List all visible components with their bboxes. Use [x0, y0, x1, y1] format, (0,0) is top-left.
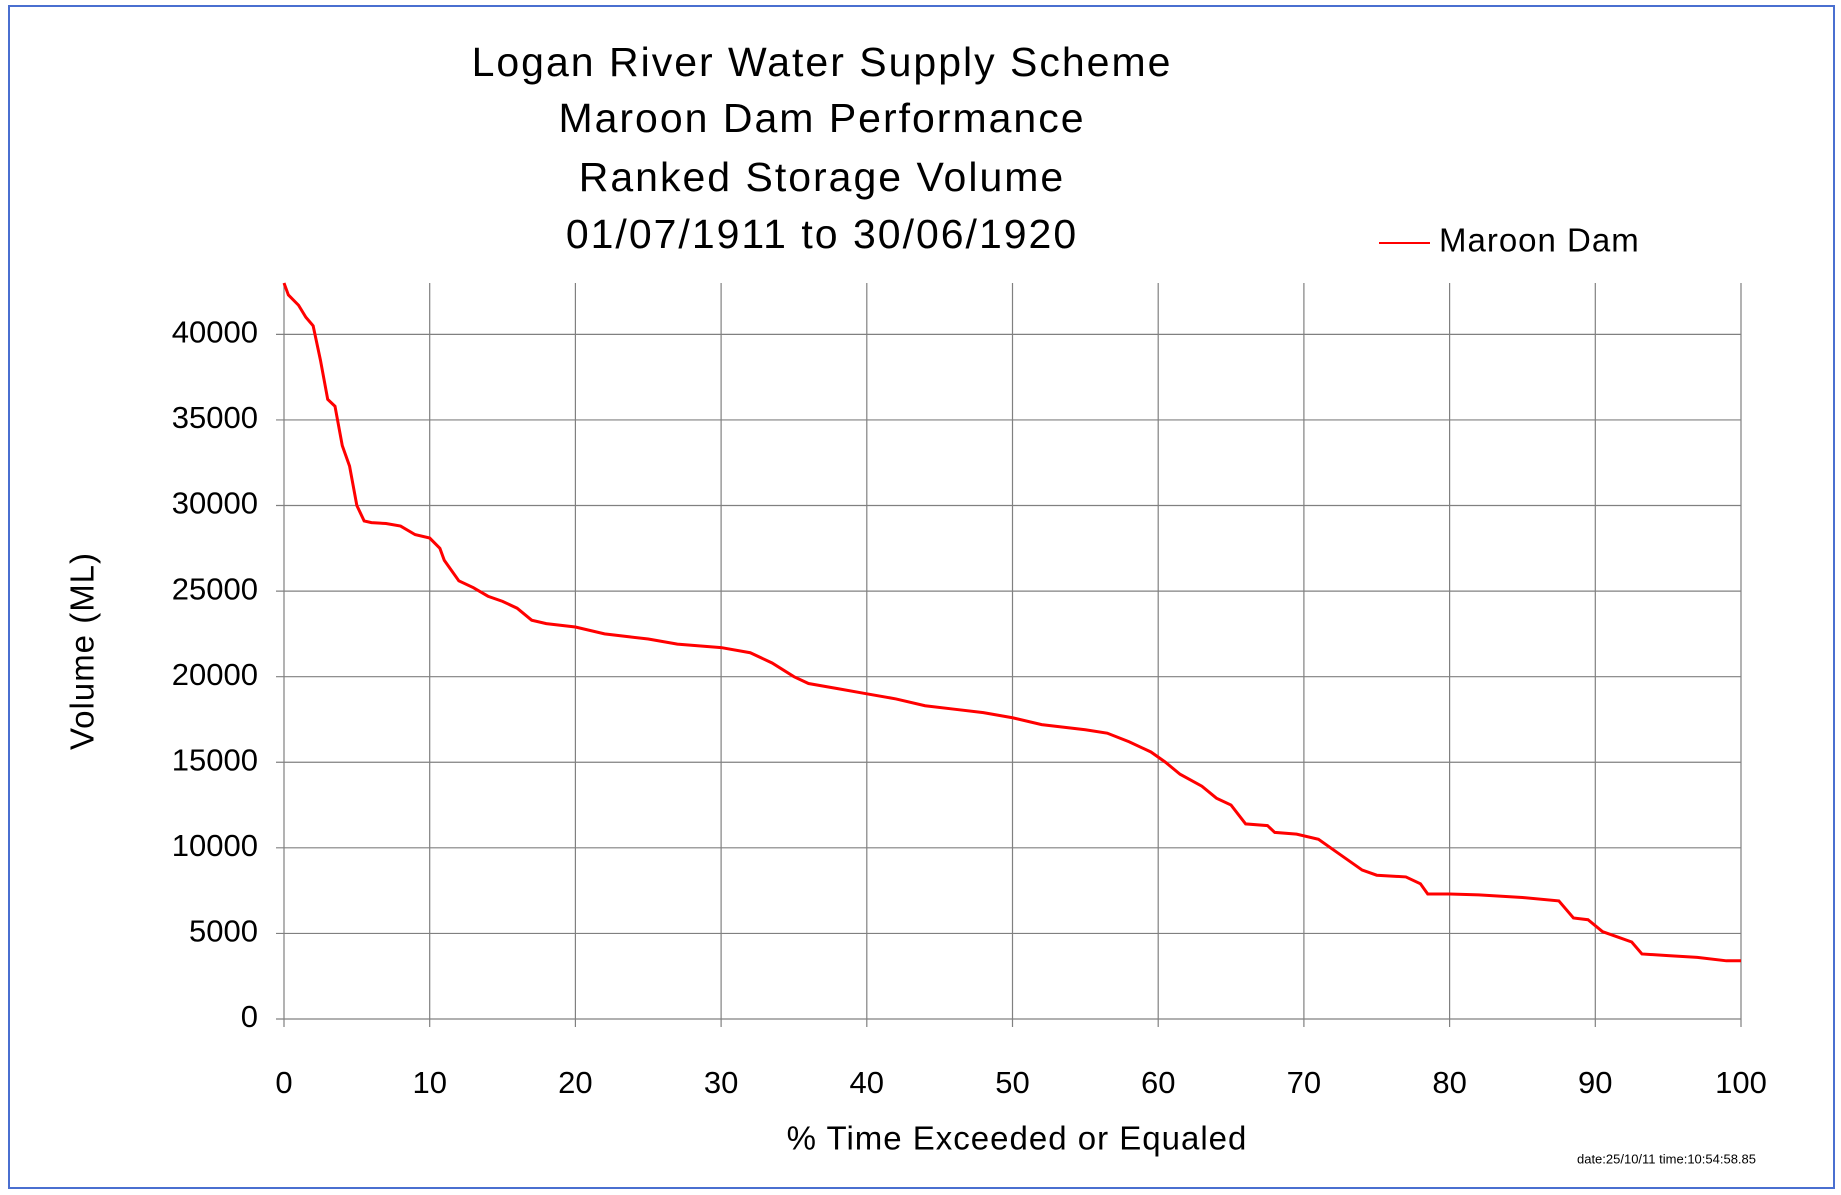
- y-tick-label: 20000: [172, 657, 258, 692]
- x-tick-label: 90: [1578, 1065, 1612, 1100]
- y-tick-label: 40000: [172, 315, 258, 350]
- y-tick-label: 0: [241, 999, 258, 1034]
- chart-title: Maroon Dam Performance: [558, 95, 1085, 141]
- x-tick-label: 50: [995, 1065, 1029, 1100]
- x-tick-label: 80: [1432, 1065, 1466, 1100]
- x-tick-label: 60: [1141, 1065, 1175, 1100]
- x-tick-label: 20: [558, 1065, 592, 1100]
- x-tick-label: 30: [704, 1065, 738, 1100]
- legend-label: Maroon Dam: [1439, 222, 1640, 259]
- y-tick-label: 25000: [172, 571, 258, 606]
- y-tick-label: 10000: [172, 828, 258, 863]
- chart-title: Logan River Water Supply Scheme: [472, 39, 1173, 85]
- x-tick-label: 0: [275, 1065, 292, 1100]
- x-tick-label: 10: [412, 1065, 446, 1100]
- y-tick-label: 30000: [172, 486, 258, 521]
- y-tick-label: 15000: [172, 742, 258, 777]
- x-tick-label: 70: [1287, 1065, 1321, 1100]
- x-tick-label: 100: [1715, 1065, 1767, 1100]
- chart-title: 01/07/1911 to 30/06/1920: [566, 211, 1078, 257]
- footer: date:25/10/11 time:10:54:58.85: [1577, 1151, 1756, 1166]
- frame: [8, 5, 1835, 1189]
- y-tick-label: 35000: [172, 400, 258, 435]
- chart-title: Ranked Storage Volume: [579, 154, 1065, 200]
- data-line: [282, 282, 1741, 963]
- y-axis-label: Volume (ML): [64, 552, 101, 750]
- y-tick-label: 5000: [189, 914, 258, 949]
- x-axis-label: % Time Exceeded or Equaled: [787, 1120, 1248, 1157]
- x-tick-label: 40: [850, 1065, 884, 1100]
